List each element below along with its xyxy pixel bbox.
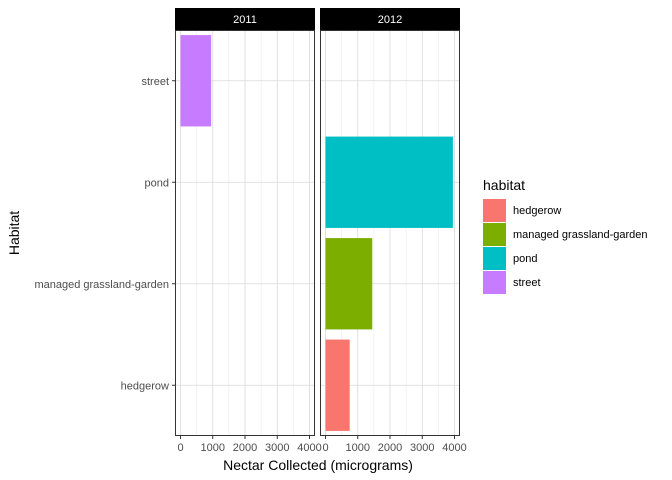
x-tick-label: 3000: [410, 442, 434, 454]
x-axis-title: Nectar Collected (micrograms): [223, 457, 413, 473]
facet-strip: [175, 8, 315, 30]
panel-border: [320, 30, 460, 436]
facet-strip: [320, 8, 460, 30]
x-tick-label: 3000: [265, 442, 289, 454]
x-tick-label: 0: [177, 442, 183, 454]
chart-panels: 2011 0 1000 2000 3000 4000 2012 0 1000 2000 3000 40…: [34, 8, 467, 454]
legend-key-hedgerow: [483, 199, 506, 222]
y-axis-title: Habitat: [6, 211, 22, 255]
x-tick-label: 0: [322, 442, 328, 454]
facet-strip-label: 2012: [378, 14, 402, 26]
legend-key-street: [483, 271, 506, 294]
facet-strip-label: 2011: [233, 14, 257, 26]
legend-label: hedgerow: [513, 205, 561, 217]
facet-panel-2011: 2011 0 1000 2000 3000 4000: [175, 8, 322, 454]
panel-border: [175, 30, 315, 436]
legend: habitat hedgerow managed grassland-garden…: [483, 177, 648, 294]
legend-key-pond: [483, 247, 506, 270]
y-tick-label: pond: [145, 177, 169, 189]
legend-key-managed-grassland-garden: [483, 223, 506, 246]
legend-label: managed grassland-garden: [513, 229, 648, 241]
y-axis: hedgerow managed grassland-garden pond stre…: [34, 76, 175, 392]
legend-label: street: [513, 277, 541, 289]
y-tick-label: hedgerow: [121, 380, 169, 392]
y-tick-label: street: [141, 76, 169, 88]
x-tick-label: 4000: [442, 442, 466, 454]
x-tick-label: 1000: [201, 442, 225, 454]
legend-title: habitat: [483, 177, 525, 193]
y-tick-label: managed grassland-garden: [34, 279, 169, 291]
legend-label: pond: [513, 253, 537, 265]
x-tick-label: 2000: [233, 442, 257, 454]
bar-pond: [325, 136, 453, 228]
x-tick-label: 1000: [346, 442, 370, 454]
x-tick-label: 2000: [378, 442, 402, 454]
facet-panel-2012: 2012 0 1000 2000 3000 4000: [320, 8, 467, 454]
bar-managed-grassland-garden: [325, 238, 373, 330]
bar-street: [180, 35, 212, 127]
bar-hedgerow: [325, 339, 350, 431]
x-tick-label: 4000: [297, 442, 321, 454]
